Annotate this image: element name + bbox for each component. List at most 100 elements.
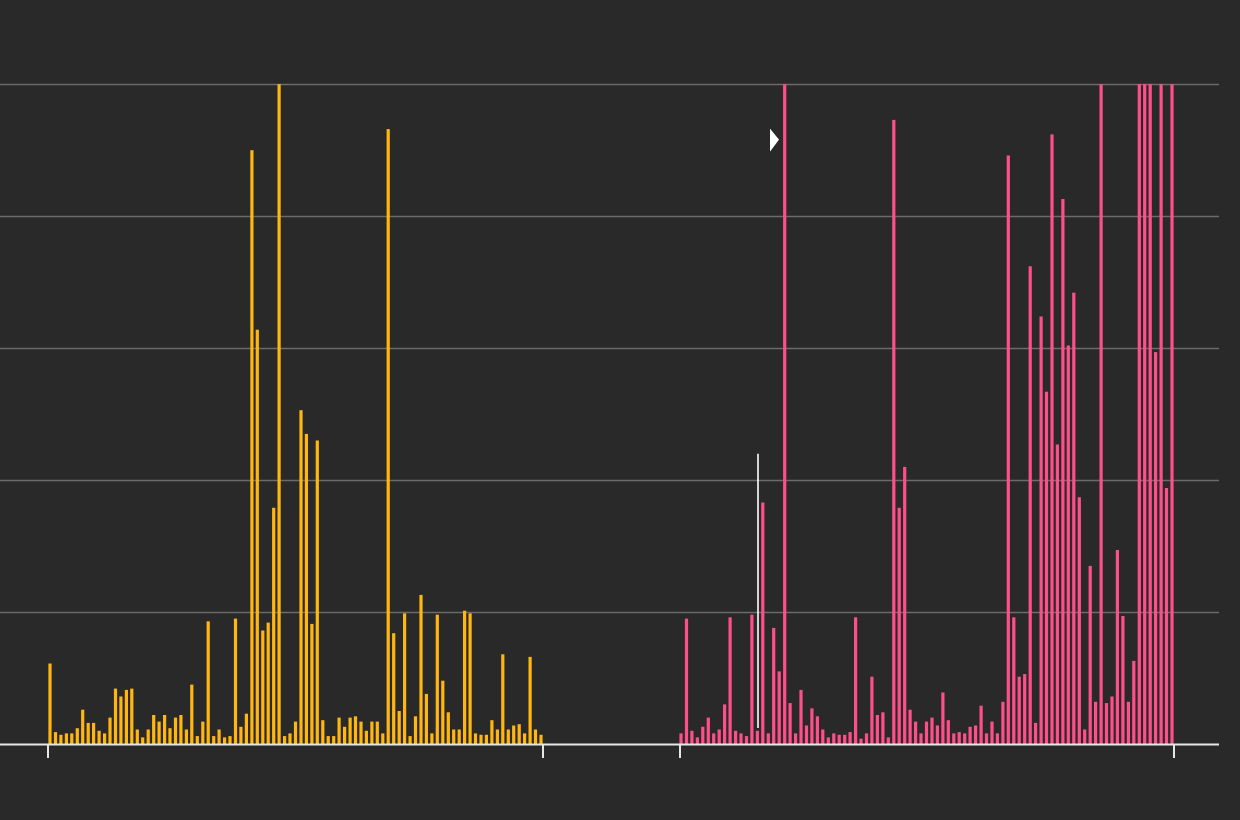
bar-series-2: [870, 676, 874, 744]
bar-series-1: [463, 610, 467, 744]
bar-series-1: [386, 129, 390, 745]
bar-series-2: [903, 466, 907, 744]
markers: [757, 128, 779, 728]
bar-series-2: [875, 715, 879, 744]
bar-series-1: [48, 663, 52, 744]
bar-series-1: [212, 736, 216, 744]
bar-series-2: [1115, 550, 1119, 744]
bar-series-2: [701, 726, 705, 744]
bar-series-1: [441, 680, 445, 744]
bar-series-2: [734, 730, 738, 744]
bar-series-1: [190, 684, 194, 744]
bar-series-1: [501, 654, 505, 744]
bar-series-2: [946, 720, 950, 744]
bar-series-2: [1055, 444, 1059, 744]
bar-series-1: [119, 696, 123, 744]
gridlines: [0, 83, 1219, 614]
bar-series-2: [1012, 617, 1016, 744]
bar-series-1: [92, 722, 96, 744]
bar-series-1: [163, 715, 167, 744]
pointer-triangle-icon: [770, 128, 779, 152]
bar-series-1: [108, 717, 112, 744]
bar-series-2: [728, 617, 732, 744]
bar-series-2: [684, 618, 689, 744]
bar-series-1: [359, 721, 363, 744]
bar-series-1: [452, 729, 456, 744]
bar-series-2: [908, 709, 912, 744]
bar-series-2: [777, 671, 781, 744]
bar-series-2: [957, 732, 961, 744]
bar-series-1: [141, 737, 145, 744]
bar-series-2: [974, 725, 978, 744]
bar-series-2: [766, 733, 770, 744]
bar-series-2: [963, 733, 967, 744]
bar-series-2: [848, 732, 852, 744]
bar-series-1: [70, 733, 74, 744]
bar-series-2: [723, 704, 727, 744]
bar-series-1: [272, 507, 276, 744]
bar-series-2: [897, 507, 901, 744]
bar-series-2: [1132, 660, 1136, 744]
bar-series-2: [755, 730, 759, 744]
bars: [48, 84, 1174, 745]
bar-series-1: [81, 709, 85, 744]
bar-series-1: [348, 717, 352, 744]
bar-series-1: [261, 630, 265, 744]
bar-series-1: [490, 720, 494, 744]
bar-series-1: [288, 733, 292, 744]
bar-series-1: [64, 733, 68, 744]
bar-series-1: [206, 621, 210, 744]
bar-series-2: [1006, 155, 1010, 744]
bar-series-2: [1028, 266, 1032, 744]
bar-series-1: [392, 633, 396, 744]
bar-series-2: [881, 712, 885, 744]
bar-series-1: [533, 729, 538, 744]
bar-series-2: [1066, 345, 1070, 744]
bar-series-2: [1088, 565, 1092, 744]
bar-series-2: [1110, 696, 1114, 744]
bar-series-2: [1034, 722, 1038, 744]
bar-series-2: [761, 502, 765, 744]
bar-series-2: [804, 725, 809, 744]
bar-series-2: [1170, 84, 1174, 744]
bar-series-1: [103, 733, 107, 744]
bar-series-1: [539, 734, 543, 744]
bar-series-1: [495, 729, 499, 744]
bar-series-1: [528, 656, 532, 744]
bar-series-1: [277, 84, 281, 744]
bar-series-1: [113, 688, 118, 744]
bar-series-1: [523, 733, 527, 744]
bar-series-2: [1099, 84, 1103, 744]
bar-series-2: [810, 708, 814, 744]
bar-series-2: [1072, 292, 1076, 744]
bar-series-2: [690, 730, 694, 744]
bar-series-2: [968, 726, 972, 744]
bar-series-1: [75, 728, 79, 744]
bar-series-1: [375, 721, 379, 744]
bar-series-1: [266, 622, 270, 744]
bar-series-1: [315, 440, 319, 744]
bar-series-1: [86, 722, 90, 744]
bar-series-2: [1061, 199, 1065, 744]
bar-series-2: [1050, 134, 1054, 744]
bar-series-2: [859, 738, 863, 744]
bar-series-1: [146, 729, 150, 744]
bar-series-2: [984, 733, 989, 744]
bar-series-2: [1159, 84, 1163, 744]
bar-series-2: [717, 729, 721, 744]
bar-series-2: [1077, 497, 1081, 744]
bar-series-1: [473, 733, 478, 744]
bar-series-1: [517, 724, 521, 744]
bar-series-2: [815, 716, 819, 744]
bar-series-1: [457, 729, 461, 744]
bar-series-1: [484, 734, 488, 744]
bar-series-1: [343, 726, 347, 744]
bar-series-2: [886, 737, 890, 744]
bar-series-1: [173, 717, 178, 744]
bar-series-1: [364, 730, 368, 744]
bar-series-2: [739, 733, 743, 744]
bar-series-1: [408, 736, 412, 744]
bar-series-1: [403, 613, 407, 744]
bar-series-1: [168, 728, 172, 744]
